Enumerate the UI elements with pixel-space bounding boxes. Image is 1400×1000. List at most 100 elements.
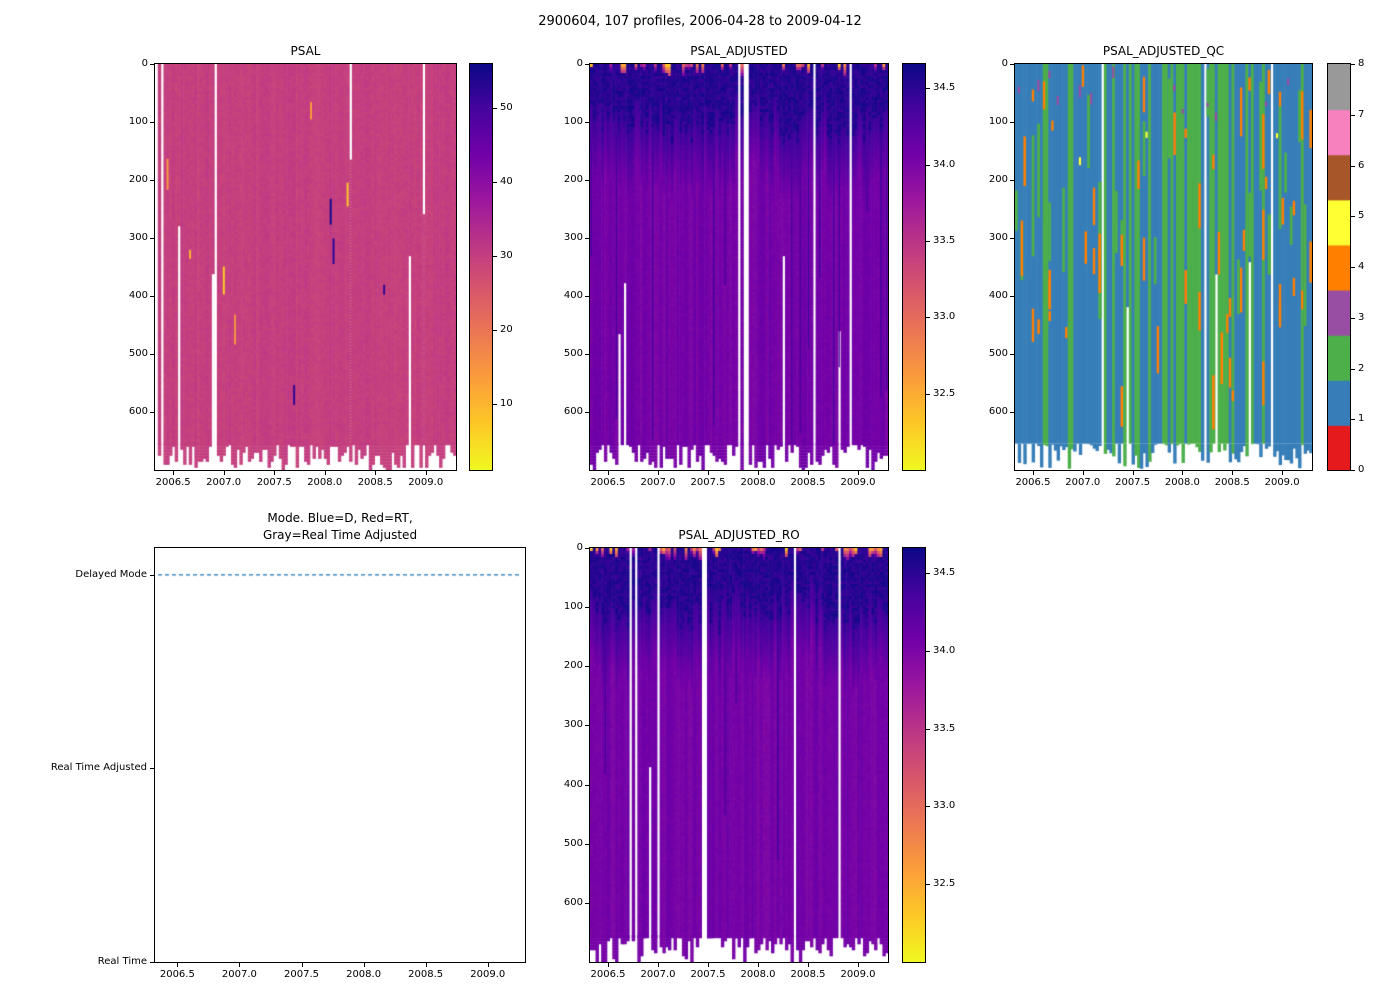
colorbar-tick-label: 33.0 [933,311,956,323]
axis-tick [585,64,589,65]
x-tick-label: 2007.0 [640,477,676,488]
axis-tick [1351,470,1355,471]
axis-tick [926,88,930,90]
colorbar-tick-label: 1 [1358,413,1365,425]
psal-adjusted-qc-heatmap-canvas [1014,63,1313,471]
axis-tick [585,666,589,668]
x-tick-label: 2009.0 [1264,477,1300,488]
colorbar-tick-label: 6 [1358,159,1365,171]
x-tick-label: 2008.0 [346,969,382,980]
axis-tick [223,471,225,475]
axis-tick [150,296,154,297]
x-tick-label: 2006.5 [590,477,626,488]
axis-tick [585,354,589,355]
axis-tick [1010,180,1014,181]
psal-adjusted-colorbar [902,63,926,471]
x-tick-label: 2008.0 [740,477,776,488]
x-tick-label: 2006.5 [159,969,195,980]
psal-adjusted-ro-colorbar [902,547,926,963]
y-tick-label: 400 [563,778,583,790]
axis-tick [1010,412,1014,413]
axis-tick [150,238,154,239]
axis-tick [585,843,589,845]
axis-tick [1351,368,1355,370]
x-tick-label: 2007.0 [206,477,242,488]
axis-tick [1182,471,1184,475]
axis-tick [150,768,154,770]
y-tick-label: 100 [988,116,1008,127]
colorbar-tick-label: 50 [500,102,513,114]
colorbar-tick-label: 4 [1358,261,1365,272]
axis-tick [585,412,589,413]
x-tick-label: 2007.0 [221,969,257,980]
axis-tick [150,180,154,181]
x-tick-label: 2009.0 [840,477,876,488]
axis-tick [301,963,303,967]
colorbar-tick-label: 0 [1358,464,1365,475]
psal-adjusted-qc-colorbar [1327,63,1351,471]
axis-tick [150,412,154,413]
x-tick-label: 2008.5 [357,477,393,488]
axis-tick [708,963,709,967]
colorbar-tick-label: 34.0 [933,158,956,170]
axis-tick [1351,267,1355,268]
colorbar-tick-label: 7 [1358,108,1365,120]
axis-tick [585,180,589,181]
x-tick-label: 2008.5 [790,969,826,980]
axis-tick [658,471,659,475]
y-tick-label: 0 [1001,58,1008,69]
axis-tick [1351,419,1355,421]
y-tick-label: 500 [988,348,1008,359]
axis-tick [1351,317,1355,319]
axis-tick [708,471,709,475]
axis-tick [1132,471,1134,475]
y-tick-label: 300 [988,232,1008,243]
axis-tick [1010,64,1014,65]
axis-tick [1032,471,1034,475]
x-tick-label: 2009.0 [408,477,444,488]
axis-tick [1010,238,1014,239]
axis-tick [808,471,809,475]
axis-tick [1232,471,1234,475]
y-category-label: Delayed Mode [75,568,147,580]
axis-tick [425,963,427,967]
colorbar-tick-label: 34.5 [933,82,956,94]
y-tick-label: 300 [128,232,148,243]
axis-tick [926,164,930,166]
axis-tick [1351,64,1355,65]
axis-tick [585,607,589,609]
axis-tick [493,329,497,331]
axis-tick [858,963,859,967]
y-tick-label: 400 [988,290,1008,301]
x-tick-label: 2007.5 [690,477,726,488]
x-tick-label: 2007.5 [256,477,292,488]
x-tick-label: 2008.5 [1214,477,1250,488]
x-tick-label: 2007.0 [1065,477,1101,488]
colorbar-tick-label: 34.5 [933,566,956,578]
colorbar-tick-label: 33.0 [933,800,956,812]
colorbar-tick-label: 3 [1358,311,1365,323]
axis-tick [150,962,154,963]
y-tick-label: 0 [576,542,583,553]
y-tick-label: 0 [141,58,148,69]
colorbar-tick-label: 32.5 [933,878,956,890]
y-tick-label: 500 [563,837,583,849]
axis-tick [758,963,759,967]
psal-adjusted-ro-heatmap-canvas [589,547,889,963]
y-tick-label: 600 [128,406,148,417]
subplot-psal-adjusted-title: PSAL_ADJUSTED [690,44,788,58]
colorbar-tick-label: 8 [1358,58,1365,69]
figure-title: 2900604, 107 profiles, 2006-04-28 to 200… [538,14,862,29]
x-tick-label: 2009.0 [470,969,506,980]
axis-tick [274,471,276,475]
axis-tick [585,784,589,786]
axis-tick [858,471,859,475]
colorbar-tick-label: 10 [500,397,513,409]
axis-tick [1351,216,1355,218]
axis-tick [926,317,930,319]
axis-tick [150,354,154,355]
axis-tick [585,296,589,297]
y-tick-label: 200 [563,174,583,185]
x-tick-label: 2006.5 [1015,477,1051,488]
axis-tick [363,963,365,967]
